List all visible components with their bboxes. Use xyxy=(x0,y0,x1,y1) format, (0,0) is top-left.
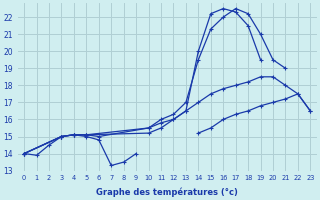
X-axis label: Graphe des températures (°c): Graphe des températures (°c) xyxy=(96,187,238,197)
